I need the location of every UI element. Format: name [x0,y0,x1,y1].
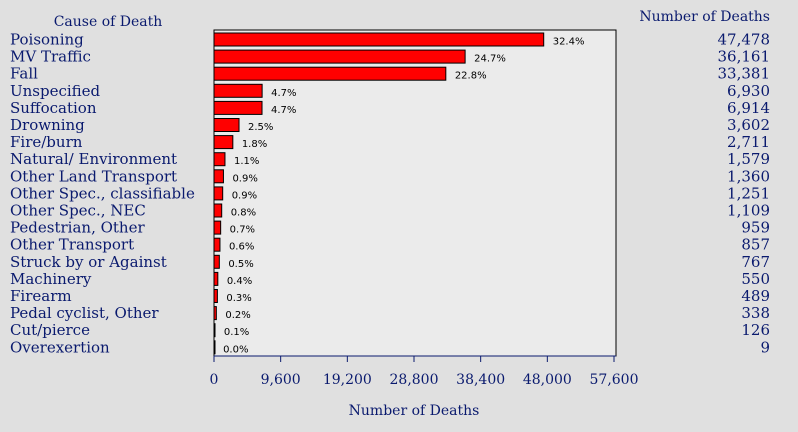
value-label: 489 [741,287,770,305]
x-tick-label: 48,000 [523,372,572,388]
value-label: 6,930 [727,82,770,100]
category-label: Fall [10,65,38,83]
percent-label: 0.9% [232,190,257,201]
bar [213,100,263,115]
percent-label: 0.5% [228,259,253,270]
bar [213,203,223,218]
percent-label: 4.7% [271,88,296,99]
category-label: Suffocation [10,99,97,117]
bar [213,152,226,167]
bar [213,306,217,321]
bar [213,340,216,355]
value-label: 857 [741,236,770,254]
category-label: Cut/pierce [10,321,90,339]
value-label: 126 [741,321,770,339]
category-label: Other Spec., NEC [10,202,146,220]
value-label: 767 [741,253,770,271]
percent-label: 4.7% [271,105,296,116]
category-label: MV Traffic [10,48,91,66]
bar [213,323,216,338]
value-label: 2,711 [727,133,770,151]
value-label: 338 [741,304,770,322]
category-label: Machinery [10,270,92,288]
value-label: 1,251 [727,184,770,202]
bar [213,186,224,201]
bar [213,169,224,184]
percent-label: 2.5% [248,122,273,133]
percent-label: 0.8% [231,208,256,219]
category-label: Other Spec., classifiable [10,184,195,202]
value-label: 9 [760,338,770,356]
category-label: Fire/burn [10,133,83,151]
percent-label: 1.8% [242,139,267,150]
value-label: 3,602 [727,116,770,134]
bar [213,49,466,64]
percent-label: 1.1% [234,156,259,167]
x-tick-label: 38,400 [456,372,505,388]
value-label: 36,161 [718,48,771,66]
value-label: 6,914 [727,99,770,117]
plot-area [213,29,617,357]
percent-label: 0.0% [223,344,248,355]
category-label: Natural/ Environment [10,150,177,168]
bar [213,32,545,47]
percent-label: 0.1% [224,327,249,338]
bar [213,237,221,252]
category-label: Drowning [10,116,85,134]
value-label: 959 [741,219,770,237]
x-axis-label: Number of Deaths [349,403,480,419]
bar [213,135,234,150]
category-label: Unspecified [10,82,101,100]
bar [213,289,218,303]
percent-label: 24.7% [474,54,506,65]
category-label: Poisoning [10,31,84,49]
percent-label: 0.9% [232,173,257,184]
value-label: 1,579 [727,150,770,168]
value-header: Number of Deaths [639,9,770,25]
bar [213,66,447,81]
percent-label: 0.7% [230,225,255,236]
value-label: 33,381 [718,65,771,83]
value-label: 1,360 [727,167,770,185]
x-tick-label: 19,200 [323,372,372,388]
bar [213,254,220,269]
category-label: Struck by or Against [10,253,167,271]
percent-label: 22.8% [455,71,487,82]
percent-label: 0.2% [225,310,250,321]
x-tick-label: 57,600 [590,372,639,388]
x-tick-label: 28,800 [390,372,439,388]
bar [213,118,240,132]
x-tick-label: 9,600 [261,372,301,388]
category-label: Pedal cyclist, Other [10,304,159,322]
category-label: Other Transport [10,236,134,254]
bar [213,83,263,98]
bar [213,271,219,286]
value-label: 1,109 [727,202,770,220]
percent-label: 0.4% [227,276,252,287]
percent-label: 32.4% [553,37,585,48]
value-label: 550 [741,270,770,288]
percent-label: 0.3% [226,293,251,304]
value-label: 47,478 [718,31,771,49]
category-label: Overexertion [10,338,110,356]
category-label: Pedestrian, Other [10,219,145,237]
percent-label: 0.6% [229,242,254,253]
category-label: Firearm [10,287,72,305]
bar [213,220,222,235]
category-label: Other Land Transport [10,167,177,185]
x-tick-label: 0 [210,372,219,388]
category-header: Cause of Death [54,14,163,30]
